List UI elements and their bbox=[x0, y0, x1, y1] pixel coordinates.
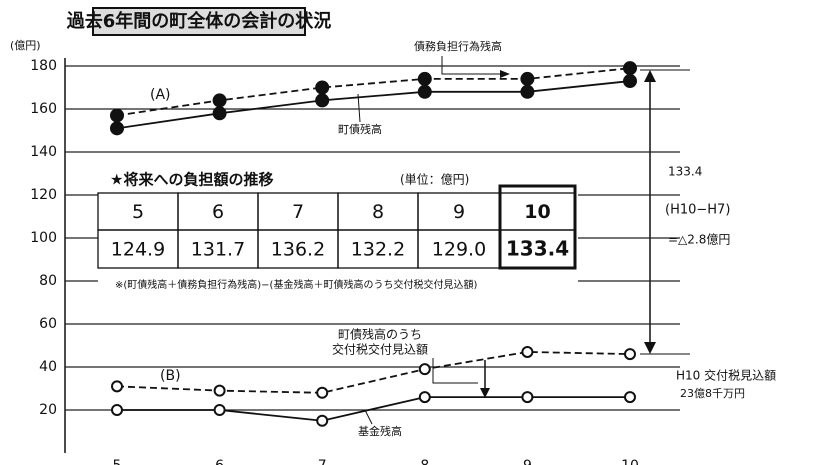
y-tick-label: 40 bbox=[39, 359, 57, 375]
marker bbox=[520, 71, 535, 86]
marker bbox=[624, 391, 636, 404]
table-header: 10 bbox=[524, 201, 550, 223]
series-line bbox=[116, 80, 631, 130]
marker bbox=[213, 404, 226, 416]
x-tick-label: 6 bbox=[215, 458, 224, 465]
marker bbox=[521, 345, 534, 358]
annotation: =△2.8億円 bbox=[668, 233, 730, 247]
table-value: 124.9 bbox=[111, 239, 165, 261]
arrow-head bbox=[500, 70, 510, 78]
y-tick-label: 100 bbox=[30, 230, 57, 246]
series-line bbox=[117, 396, 630, 422]
marker bbox=[623, 74, 637, 89]
marker bbox=[213, 384, 226, 397]
annotation: 町債残高のうち bbox=[338, 327, 422, 342]
table-value: 133.4 bbox=[506, 237, 569, 261]
series-line bbox=[116, 67, 631, 117]
annotation: 23億8千万円 bbox=[680, 387, 745, 400]
marker bbox=[316, 414, 329, 427]
y-tick-label: 60 bbox=[39, 316, 57, 332]
series-line bbox=[116, 351, 631, 394]
marker bbox=[520, 84, 535, 99]
marker bbox=[111, 380, 123, 393]
table-unit: (単位：億円) bbox=[400, 172, 469, 187]
marker bbox=[110, 108, 124, 123]
x-tick-label: 5 bbox=[113, 458, 122, 465]
marker bbox=[111, 404, 123, 416]
x-tick-label: 10 bbox=[621, 458, 639, 465]
chart-title: 過去6年間の町全体の会計の状況 bbox=[67, 10, 332, 32]
y-tick-label: 160 bbox=[30, 101, 57, 117]
y-tick-label: 140 bbox=[30, 144, 57, 160]
table-highlight bbox=[498, 184, 577, 270]
marker bbox=[110, 121, 124, 136]
annotation: 133.4 bbox=[668, 165, 702, 179]
series-label: 債務負担行為残高 bbox=[414, 39, 502, 53]
y-axis-label: (億円) bbox=[10, 39, 41, 52]
table-value: 131.7 bbox=[191, 239, 245, 261]
marker bbox=[417, 84, 432, 99]
y-tick-label: 180 bbox=[30, 58, 57, 74]
marker bbox=[316, 386, 329, 399]
y-tick-label: 20 bbox=[39, 402, 57, 418]
annotation: H10 交付税見込額 bbox=[676, 368, 776, 383]
marker bbox=[417, 71, 432, 86]
series-label: 基金残高 bbox=[358, 424, 402, 438]
marker bbox=[418, 391, 431, 404]
title-box bbox=[92, 7, 306, 36]
y-tick-label: 120 bbox=[30, 187, 57, 203]
table-header: 8 bbox=[372, 201, 384, 223]
x-tick-label: 8 bbox=[420, 458, 429, 465]
marker bbox=[315, 93, 330, 108]
callout bbox=[364, 409, 373, 425]
y-tick-label: 80 bbox=[39, 273, 57, 289]
table-value: 129.0 bbox=[432, 239, 486, 261]
table-value: 132.2 bbox=[351, 239, 405, 261]
table-header: 6 bbox=[212, 201, 224, 223]
table-note: ※(町債残高＋債務負担行為残高)−(基金残高＋町債残高のうち交付税交付見込額) bbox=[115, 278, 477, 291]
table-header: 9 bbox=[453, 201, 465, 223]
annotation: (B) bbox=[160, 368, 181, 384]
callout bbox=[432, 358, 478, 384]
marker bbox=[624, 348, 636, 361]
marker bbox=[418, 363, 431, 376]
marker bbox=[212, 93, 227, 108]
marker bbox=[623, 61, 637, 76]
table-title: ★将来への負担額の推移 bbox=[110, 171, 273, 189]
table-header: 7 bbox=[292, 201, 304, 223]
annotation: (A) bbox=[150, 87, 171, 103]
table-header: 5 bbox=[132, 201, 144, 223]
x-tick-label: 9 bbox=[523, 458, 532, 465]
callout bbox=[441, 56, 505, 75]
series-label: 町債残高 bbox=[338, 122, 382, 136]
table-value: 136.2 bbox=[271, 239, 325, 261]
callout bbox=[357, 93, 361, 123]
arrow-head bbox=[480, 388, 490, 398]
x-tick-label: 7 bbox=[318, 458, 327, 465]
annotation: (H10−H7) bbox=[665, 203, 730, 218]
marker bbox=[315, 80, 330, 95]
annotation: 交付税交付見込額 bbox=[332, 342, 428, 357]
marker bbox=[521, 391, 534, 404]
marker bbox=[212, 106, 227, 121]
